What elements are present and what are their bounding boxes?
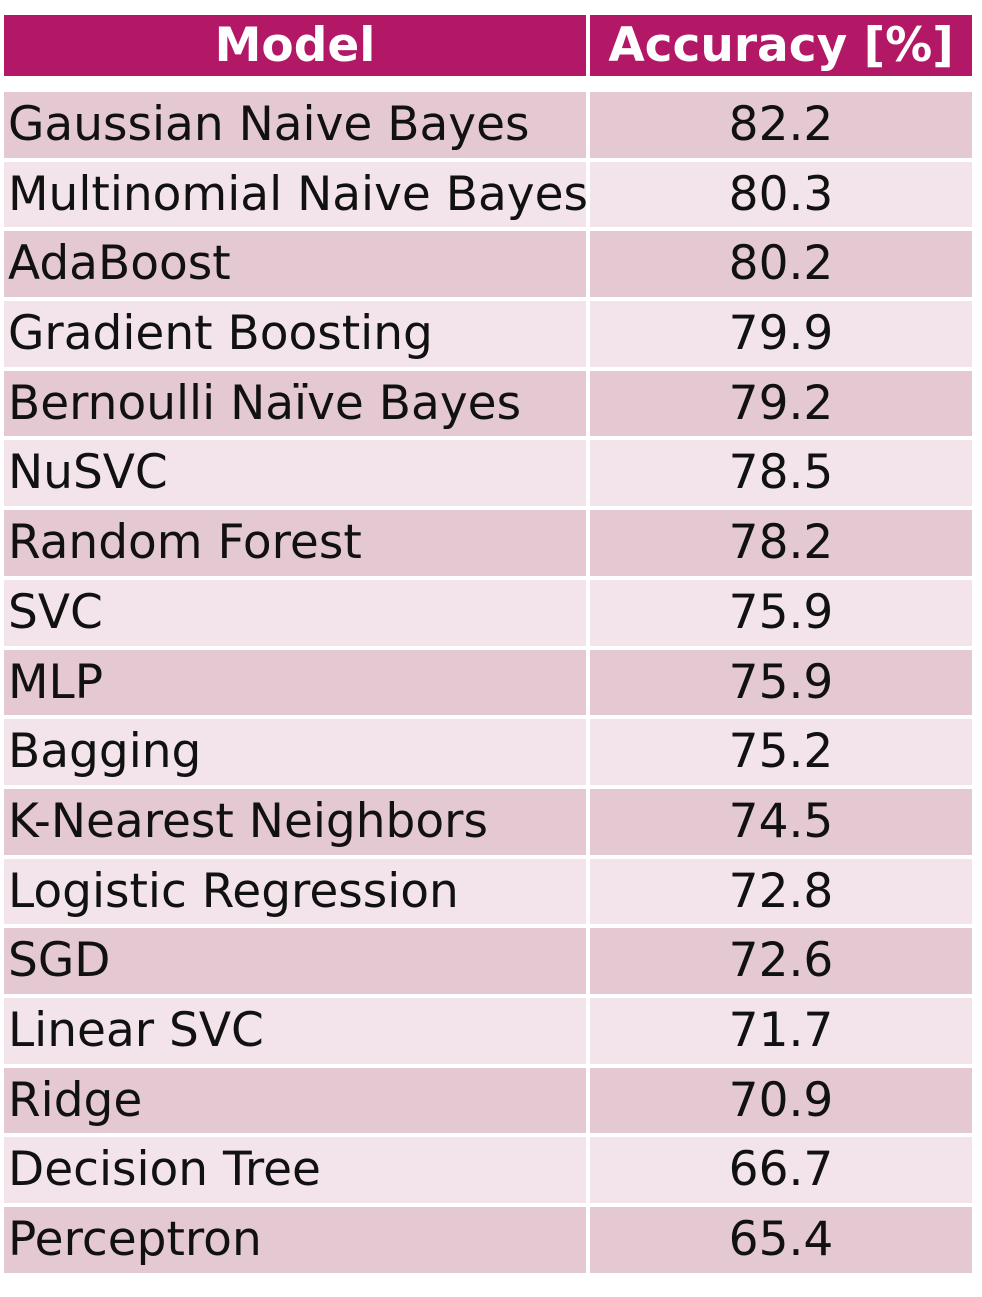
accuracy-cell: 80.3 [590, 161, 972, 228]
model-cell: SGD [4, 928, 586, 994]
header-gap [590, 80, 972, 88]
accuracy-cell: 75.9 [590, 579, 972, 646]
accuracy-cell: 74.5 [590, 788, 972, 855]
model-cell: Bagging [4, 719, 586, 785]
accuracy-cell: 82.2 [590, 92, 972, 158]
model-cell: Bernoulli Naïve Bayes [4, 370, 586, 437]
model-cell: Logistic Regression [4, 858, 586, 925]
accuracy-cell: 65.4 [590, 1207, 972, 1273]
model-cell: SVC [4, 579, 586, 646]
model-cell: Linear SVC [4, 997, 586, 1064]
accuracy-cell: 78.2 [590, 510, 972, 576]
header-accuracy: Accuracy [%] [590, 15, 972, 76]
model-cell: NuSVC [4, 440, 586, 507]
accuracy-cell: 70.9 [590, 1067, 972, 1134]
accuracy-cell: 78.5 [590, 440, 972, 507]
accuracy-cell: 79.2 [590, 370, 972, 437]
accuracy-cell: 75.2 [590, 719, 972, 785]
accuracy-cell: 79.9 [590, 301, 972, 367]
accuracy-cell: 75.9 [590, 649, 972, 716]
accuracy-cell: 80.2 [590, 231, 972, 298]
accuracy-table: Model Accuracy [%] Gaussian Naive Bayes … [4, 15, 972, 1273]
model-cell: Decision Tree [4, 1137, 586, 1203]
accuracy-cell: 72.8 [590, 858, 972, 925]
header-model: Model [4, 15, 586, 76]
header-gap [4, 80, 586, 88]
accuracy-cell: 72.6 [590, 928, 972, 994]
model-cell: Perceptron [4, 1207, 586, 1273]
model-cell: K-Nearest Neighbors [4, 788, 586, 855]
model-cell: AdaBoost [4, 231, 586, 298]
model-cell: Ridge [4, 1067, 586, 1134]
model-cell: Random Forest [4, 510, 586, 576]
model-cell: MLP [4, 649, 586, 716]
accuracy-cell: 66.7 [590, 1137, 972, 1203]
model-cell: Gaussian Naive Bayes [4, 92, 586, 158]
accuracy-cell: 71.7 [590, 997, 972, 1064]
model-cell: Gradient Boosting [4, 301, 586, 367]
model-cell: Multinomial Naive Bayes [4, 161, 586, 228]
